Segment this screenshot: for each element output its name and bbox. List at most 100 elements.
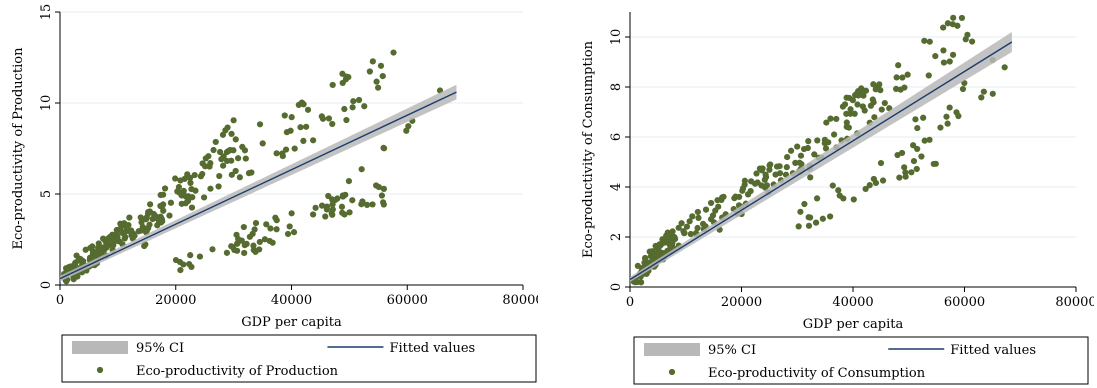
scatter-point <box>287 127 294 134</box>
scatter-point <box>899 74 906 81</box>
scatter-point <box>855 88 862 95</box>
scatter-point <box>334 195 341 202</box>
x-tick-label: 0 <box>626 295 634 310</box>
scatter-point <box>154 222 161 229</box>
x-tick-label: 40000 <box>832 295 873 310</box>
scatter-point <box>819 215 826 222</box>
x-tick-label: 60000 <box>944 295 985 310</box>
y-tick-label: 10 <box>39 95 54 112</box>
scatter-point <box>860 92 867 99</box>
scatter-point <box>288 210 295 217</box>
x-tick-label: 20000 <box>721 295 762 310</box>
scatter-point <box>117 225 124 232</box>
scatter-point <box>220 162 227 169</box>
scatter-point <box>180 187 187 194</box>
scatter-point <box>707 199 715 207</box>
scatter-point <box>126 214 133 221</box>
scatter-point <box>242 155 249 162</box>
scatter-point <box>177 177 184 184</box>
legend-box <box>61 334 537 383</box>
scatter-point <box>827 115 834 122</box>
scatter-point <box>187 179 194 186</box>
scatter-point <box>318 202 326 209</box>
x-tick-label: 60000 <box>387 293 428 308</box>
scatter-point <box>894 151 901 159</box>
scatter-point <box>236 174 243 181</box>
scatter-point <box>361 103 368 110</box>
scatter-point <box>345 177 352 185</box>
scatter-point <box>835 187 842 194</box>
scatter-point <box>926 38 933 45</box>
scatter-point <box>273 217 280 224</box>
scatter-point <box>196 253 204 260</box>
scatter-point <box>833 115 840 123</box>
scatter-point <box>747 178 755 185</box>
scatter-point <box>830 131 838 138</box>
scatter-point <box>773 163 781 170</box>
scatter-point <box>694 208 701 216</box>
y-tick-label: 4 <box>609 183 624 191</box>
scatter-point <box>373 182 380 189</box>
scatter-point <box>849 97 856 104</box>
scatter-point <box>350 98 357 105</box>
scatter-point <box>160 191 167 198</box>
scatter-point <box>694 224 701 232</box>
scatter-point <box>794 143 801 150</box>
scatter-point <box>762 171 769 178</box>
scatter-point <box>298 99 306 106</box>
scatter-point <box>359 198 366 205</box>
scatter-point <box>669 234 676 241</box>
scatter-point <box>329 211 336 218</box>
scatter-point <box>944 20 951 27</box>
scatter-point <box>805 214 812 221</box>
scatter-point <box>913 165 920 173</box>
scatter-point <box>666 241 673 248</box>
scatter-point <box>160 207 167 214</box>
scatter-point <box>795 223 802 230</box>
scatter-point <box>304 106 312 113</box>
scatter-point <box>138 219 145 226</box>
y-tick-label: 8 <box>609 83 624 91</box>
scatter-point <box>871 114 878 121</box>
scatter-point <box>937 124 944 131</box>
scatter-point <box>273 226 280 233</box>
scatter-point <box>355 96 363 104</box>
scatter-point <box>940 24 947 31</box>
scatter-point <box>925 72 932 79</box>
scatter-point <box>323 206 331 213</box>
scatter-point <box>110 242 117 249</box>
scatter-point <box>234 155 242 162</box>
scatter-point <box>172 256 180 264</box>
scatter-point <box>167 199 175 206</box>
scatter-point <box>921 37 928 44</box>
scatter-point <box>267 225 274 232</box>
scatter-point <box>145 208 152 216</box>
scatter-point <box>329 81 336 89</box>
scatter-point <box>901 164 908 171</box>
fitted-line <box>59 91 457 280</box>
scatter-point <box>185 193 192 200</box>
scatter-point <box>912 116 919 123</box>
scatter-point <box>131 232 138 239</box>
scatter-point <box>303 123 310 130</box>
scatter-point <box>379 72 386 80</box>
legend-ci-swatch <box>72 341 128 354</box>
scatter-point <box>932 53 939 60</box>
scatter-point <box>343 73 350 80</box>
scatter-point <box>369 58 376 65</box>
scatter-point <box>753 170 760 177</box>
legend: 95% CI Fitted values Eco-productivity of C… <box>633 336 1089 385</box>
scatter-point <box>172 175 179 182</box>
scatter-point <box>312 204 319 211</box>
scatter-point <box>872 86 879 93</box>
scatter-point <box>339 192 347 199</box>
scatter-point <box>854 101 861 108</box>
scatter-point <box>847 106 854 113</box>
scatter-point <box>228 243 235 250</box>
chart-panel-production: 0 20000 40000 60000 80000 0 5 10 15 GDP per capit… <box>0 0 538 388</box>
scatter-point <box>944 120 951 127</box>
scatter-point <box>902 173 909 180</box>
scatter-point <box>870 99 877 106</box>
scatter-point <box>930 160 937 168</box>
scatter-point <box>72 262 79 269</box>
